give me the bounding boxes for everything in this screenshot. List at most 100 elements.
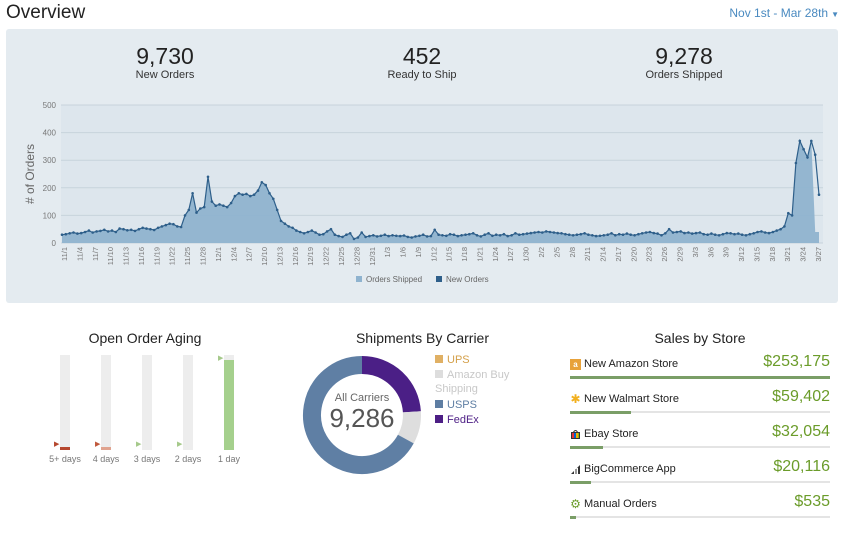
aging-bar[interactable] <box>101 355 111 450</box>
legend-swatch <box>356 276 362 282</box>
new-orders-point <box>233 194 237 198</box>
new-orders-point <box>456 234 460 238</box>
date-range-picker[interactable]: Nov 1st - Mar 28th ▼ <box>729 6 839 20</box>
new-orders-point <box>195 211 198 214</box>
new-orders-point <box>152 228 156 232</box>
x-tick-label: 2/23 <box>645 247 654 262</box>
new-orders-point <box>279 219 283 223</box>
chart-legend-label: Orders Shipped <box>366 275 422 284</box>
legend-usps[interactable]: USPS <box>435 398 477 412</box>
x-tick-label: 12/1 <box>214 247 223 262</box>
new-orders-point <box>571 234 575 237</box>
new-orders-point <box>249 194 252 198</box>
new-orders-point <box>202 205 206 209</box>
new-orders-point <box>694 231 698 235</box>
new-orders-point <box>156 226 160 230</box>
new-orders-point <box>406 235 410 239</box>
x-tick-label: 2/2 <box>537 247 546 257</box>
new-orders-point <box>521 232 525 236</box>
store-amount: $535 <box>794 493 830 510</box>
aging-bar[interactable] <box>224 355 234 450</box>
x-tick-label: 12/28 <box>352 247 361 266</box>
new-orders-point <box>114 230 118 234</box>
new-orders-point <box>383 233 387 236</box>
carrier-title: Shipments By Carrier <box>355 330 490 346</box>
new-orders-point <box>199 207 202 210</box>
x-tick-label: 12/31 <box>368 247 377 266</box>
new-orders-point <box>298 230 302 234</box>
new-orders-point <box>398 234 402 238</box>
aging-bar[interactable] <box>60 355 70 450</box>
store-row[interactable]: ⚙ Manual Orders $535 <box>570 493 830 531</box>
new-orders-point <box>214 204 217 207</box>
store-bar-fill <box>570 481 591 484</box>
stat-new-orders: 9,730 New Orders <box>65 43 265 81</box>
store-row[interactable]: BigCommerce App $20,116 <box>570 458 830 496</box>
new-orders-point <box>287 225 291 228</box>
new-orders-point <box>510 234 513 237</box>
x-tick-label: 3/6 <box>706 247 715 257</box>
legend-amazon-buy-shipping[interactable]: Amazon Buy Shipping <box>435 368 515 396</box>
store-row[interactable]: a New Amazon Store $253,175 <box>570 353 830 391</box>
new-orders-point <box>725 231 729 235</box>
new-orders-point <box>610 232 613 235</box>
new-orders-point <box>763 231 767 234</box>
legend-swatch <box>436 276 442 282</box>
legend-label: USPS <box>447 399 477 411</box>
x-tick-label: 11/28 <box>199 247 208 265</box>
aging-bar[interactable] <box>183 355 193 450</box>
new-orders-point <box>445 234 448 238</box>
new-orders-point <box>110 229 114 232</box>
walmart-icon: ✱ <box>570 392 581 406</box>
new-orders-point <box>118 227 121 230</box>
new-orders-point <box>79 231 83 235</box>
new-orders-point <box>748 232 752 236</box>
new-orders-point <box>483 233 487 236</box>
store-bar-track <box>570 481 830 483</box>
overview-panel: 9,730 New Orders 452 Ready to Ship 9,278… <box>6 29 838 303</box>
legend-ups[interactable]: UPS <box>435 353 470 367</box>
x-tick-label: 2/14 <box>599 247 608 262</box>
new-orders-point <box>667 227 671 231</box>
new-orders-point <box>245 192 248 196</box>
new-orders-point <box>356 236 360 239</box>
store-bar-track <box>570 411 830 413</box>
new-orders-point <box>441 234 444 237</box>
x-tick-label: 1/3 <box>383 247 392 257</box>
legend-fedex[interactable]: FedEx <box>435 413 479 427</box>
new-orders-point <box>372 234 375 237</box>
stat-orders-shipped: 9,278 Orders Shipped <box>584 43 784 81</box>
new-orders-point <box>625 232 629 235</box>
new-orders-point <box>479 235 483 238</box>
new-orders-point <box>487 232 490 235</box>
legend-label: FedEx <box>447 414 479 426</box>
new-orders-point <box>544 230 548 233</box>
new-orders-point <box>345 233 348 236</box>
legend-swatch <box>435 400 443 408</box>
new-orders-point <box>129 228 133 232</box>
legend-label: Amazon Buy Shipping <box>435 369 510 395</box>
new-orders-point <box>548 230 552 234</box>
new-orders-point <box>325 230 329 233</box>
new-orders-point <box>268 192 271 195</box>
store-name: Manual Orders <box>584 498 657 510</box>
x-tick-label: 1/9 <box>414 247 423 257</box>
new-orders-point <box>575 233 579 236</box>
new-orders-point <box>364 235 367 239</box>
new-orders-point <box>179 225 183 229</box>
new-orders-point <box>687 231 690 234</box>
new-orders-point <box>518 233 521 236</box>
aging-bar[interactable] <box>142 355 152 450</box>
new-orders-point <box>429 234 433 238</box>
x-tick-label: 11/13 <box>122 247 131 265</box>
new-orders-point <box>337 234 341 238</box>
store-row[interactable]: Ebay Store $32,054 <box>570 423 830 461</box>
x-tick-label: 3/9 <box>722 247 731 257</box>
x-tick-label: 1/18 <box>460 247 469 262</box>
orders-chart: 0 100 200 300 400 500 # of Orders 11/1 11/4 11/7 1… <box>23 101 823 284</box>
x-tick-label: 3/27 <box>814 247 823 262</box>
store-row[interactable]: ✱ New Walmart Store $59,402 <box>570 388 830 426</box>
new-orders-point <box>702 232 705 236</box>
legend-swatch <box>435 370 443 378</box>
x-tick-label: 1/15 <box>445 247 454 262</box>
